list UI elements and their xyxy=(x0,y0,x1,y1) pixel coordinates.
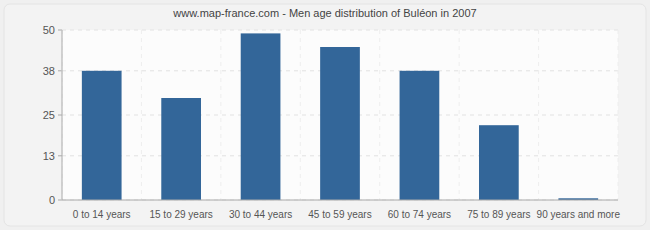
panel xyxy=(4,4,646,226)
bar xyxy=(400,71,440,200)
x-tick-label: 60 to 74 years xyxy=(388,209,451,220)
x-axis xyxy=(62,200,618,201)
x-tick-label: 15 to 29 years xyxy=(149,209,212,220)
y-tick-label: 25 xyxy=(43,109,55,121)
x-tick-label: 90 years and more xyxy=(537,209,621,220)
y-tick-label: 0 xyxy=(49,194,55,206)
plot-area xyxy=(62,30,618,200)
v-grid xyxy=(220,30,221,200)
y-tick-label: 50 xyxy=(43,24,55,36)
bar xyxy=(241,33,281,200)
v-grid xyxy=(379,30,380,200)
tick xyxy=(58,115,62,116)
bar xyxy=(479,125,519,200)
grid-line xyxy=(62,30,618,31)
grid-line xyxy=(62,200,618,201)
v-grid xyxy=(459,30,460,200)
x-tick-label: 75 to 89 years xyxy=(467,209,530,220)
tick xyxy=(58,30,62,31)
x-tick-label: 0 to 14 years xyxy=(73,209,131,220)
title: www.map-france.com - Men age distributio… xyxy=(172,7,476,19)
bar xyxy=(82,71,122,200)
v-grid xyxy=(300,30,301,200)
v-grid xyxy=(538,30,539,200)
bars xyxy=(82,33,598,200)
x-tick-label: 45 to 59 years xyxy=(308,209,371,220)
chart: www.map-france.com - Men age distributio… xyxy=(0,0,650,230)
v-grid xyxy=(141,30,142,200)
background xyxy=(0,0,650,230)
bar xyxy=(320,47,360,200)
y-axis xyxy=(62,30,63,200)
y-tick-label: 38 xyxy=(43,65,55,77)
bar xyxy=(161,98,201,200)
tick xyxy=(58,70,62,71)
v-grid xyxy=(618,30,619,200)
tick xyxy=(58,200,62,201)
tick xyxy=(58,155,62,156)
y-tick-label: 13 xyxy=(43,150,55,162)
x-tick-label: 30 to 44 years xyxy=(229,209,292,220)
v-grid xyxy=(62,30,63,200)
